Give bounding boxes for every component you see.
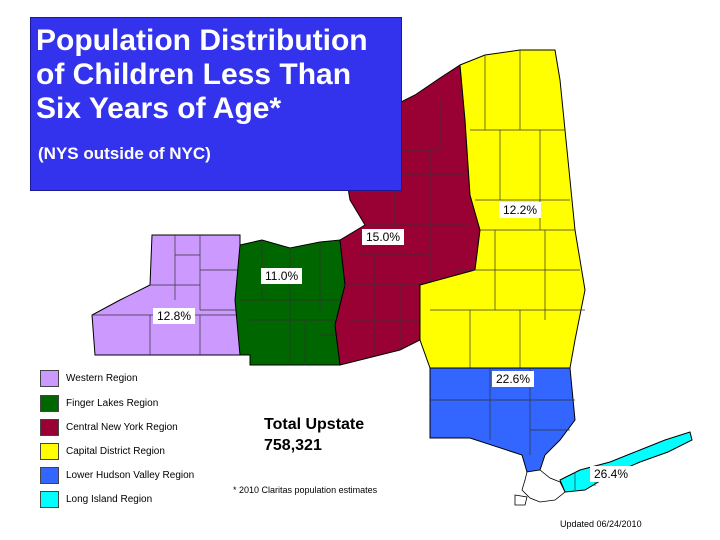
total-value: 758,321 xyxy=(264,437,322,454)
legend-label: Finger Lakes Region xyxy=(66,398,159,409)
legend-swatch-lower-hudson xyxy=(40,467,59,484)
legend-swatch-western xyxy=(40,370,59,387)
pct-label-central: 15.0% xyxy=(362,229,405,245)
map-title: Population Distribution of Children Less… xyxy=(36,24,368,125)
legend-swatch-long-island xyxy=(40,491,59,508)
legend-label: Capital District Region xyxy=(66,446,165,457)
legend-label: Long Island Region xyxy=(66,494,153,505)
pct-label-finger-lakes: 11.0% xyxy=(261,268,303,284)
western-region xyxy=(91,234,241,356)
pct-label-western: 12.8% xyxy=(153,308,196,324)
pct-label-long-island: 26.4% xyxy=(590,466,633,482)
updated-date: Updated 06/24/2010 xyxy=(560,519,642,529)
legend-label: Western Region xyxy=(66,373,138,384)
title-box: Population Distribution of Children Less… xyxy=(30,17,402,191)
pct-label-lower-hudson: 22.6% xyxy=(492,371,535,387)
long-island-region xyxy=(559,431,693,493)
map-subtitle: (NYS outside of NYC) xyxy=(38,144,211,163)
staten-island xyxy=(514,494,528,506)
nyc-area xyxy=(521,469,566,503)
total-upstate: Total Upstate 758,321 xyxy=(264,414,364,456)
finger-lakes-county-lines xyxy=(240,240,345,365)
legend-label: Lower Hudson Valley Region xyxy=(66,470,195,481)
total-label: Total Upstate xyxy=(264,416,365,433)
footnote: * 2010 Claritas population estimates xyxy=(233,485,378,495)
legend-label: Central New York Region xyxy=(66,422,178,433)
pct-label-capital: 12.2% xyxy=(499,202,542,218)
legend-swatch-central xyxy=(40,419,59,436)
legend-swatch-capital xyxy=(40,443,59,460)
legend-swatch-finger-lakes xyxy=(40,395,59,412)
